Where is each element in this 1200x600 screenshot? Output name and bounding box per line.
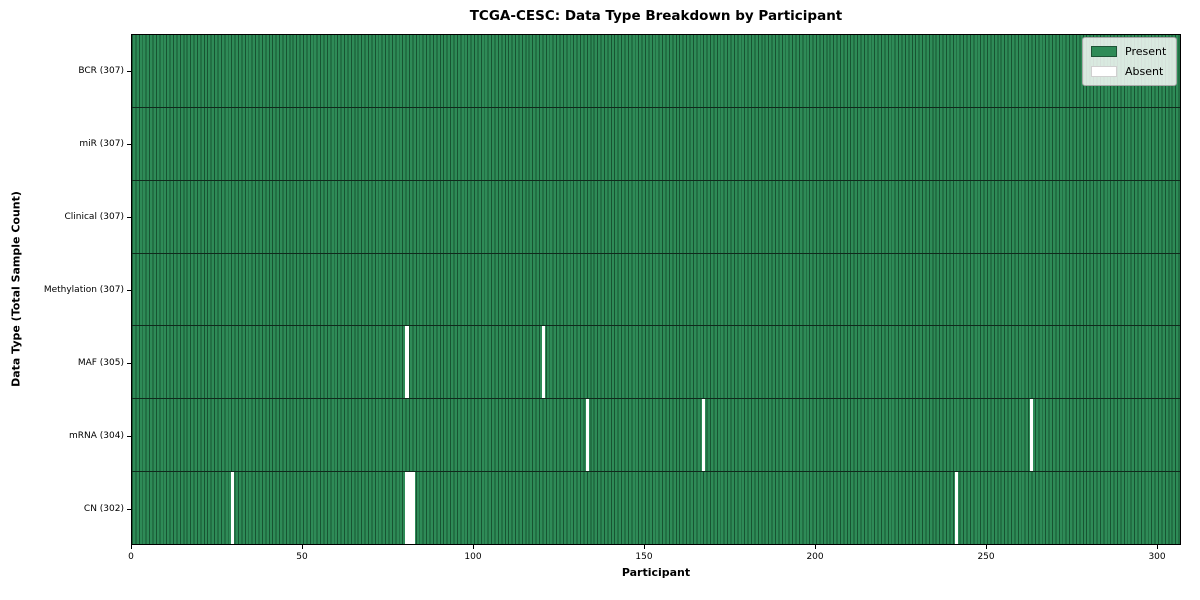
x-tick-mark [131,545,132,549]
y-tick-mark [127,509,131,510]
x-tick-label-50: 50 [296,552,308,562]
chart-title: TCGA-CESC: Data Type Breakdown by Partic… [469,8,843,24]
legend: Present Absent [1082,37,1178,86]
x-tick-label-200: 200 [806,552,824,562]
x-tick-label-250: 250 [977,552,995,562]
x-tick-mark [986,545,988,549]
heatmap-row-mrna [132,399,1180,473]
absent-mark [408,472,412,545]
absent-mark [411,472,416,545]
heatmap-row-cn [132,472,1180,545]
y-tick-mark [127,363,131,364]
y-tick-label-maf: MAF (305) [77,357,124,368]
x-tick-mark [302,545,303,549]
y-tick-label-cn: CN (302) [83,503,124,514]
x-tick-label-300: 300 [1148,552,1166,562]
y-tick-mark [127,144,131,145]
legend-label-absent: Absent [1125,65,1164,78]
y-tick-mark [127,290,131,291]
y-tick-label-mir: miR (307) [79,138,124,149]
absent-mark [405,472,409,545]
heatmap-row-bcr [132,35,1180,108]
y-tick-label-bcr: BCR (307) [78,65,124,76]
x-tick-mark [473,545,475,549]
x-tick-label-150: 150 [635,552,653,562]
plot-area [131,34,1181,545]
x-tick-mark [644,545,646,549]
x-tick-label-0: 0 [128,552,134,562]
present-swatch-icon [1091,46,1117,57]
y-tick-label-mrna: mRNA (304) [69,430,124,441]
legend-item-absent: Absent [1091,65,1166,78]
y-tick-mark [127,217,131,218]
absent-mark [230,472,235,545]
legend-label-present: Present [1125,45,1167,58]
legend-item-present: Present [1091,45,1166,58]
absent-swatch-icon [1091,66,1117,77]
heatmap-row-maf [132,326,1180,400]
y-tick-label-clinical: Clinical (307) [64,211,124,222]
absent-mark [1029,399,1034,472]
y-tick-label-methylation: Methylation (307) [43,284,124,295]
absent-mark [954,472,959,545]
heatmap-row-clinical [132,181,1180,254]
absent-mark [405,326,409,399]
x-tick-mark [1157,545,1159,549]
heatmap-row-methylation [132,254,1180,327]
absent-mark [702,399,706,472]
y-tick-mark [127,436,131,437]
heatmap-row-mir [132,108,1180,181]
x-axis-label: Participant [621,566,691,579]
x-tick-label-100: 100 [464,552,482,562]
x-tick-mark [815,545,817,549]
y-tick-mark [127,71,131,72]
absent-mark [586,399,590,472]
absent-mark [541,326,546,399]
